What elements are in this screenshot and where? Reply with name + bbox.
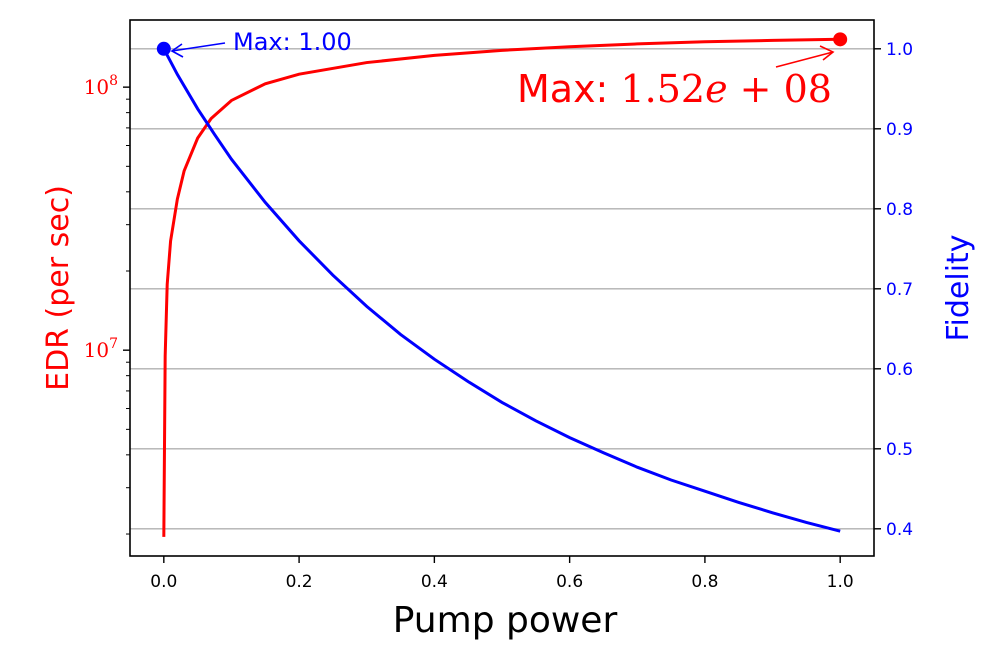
- edr-max-marker: [833, 32, 848, 47]
- right-tick-label: 0.6: [886, 360, 913, 380]
- right-tick-label: 0.8: [886, 200, 913, 220]
- right-axis-title: Fidelity: [941, 234, 976, 341]
- edr-max-op: +: [728, 67, 784, 111]
- edr-max-prefix: Max:: [517, 67, 620, 111]
- x-tick-label: 0.8: [691, 572, 718, 592]
- left-tick-exponent: 8: [109, 73, 118, 89]
- left-tick-exponent: 7: [109, 336, 118, 352]
- edr-max-value: 1.52: [620, 67, 705, 111]
- right-tick-label: 0.5: [886, 440, 913, 460]
- right-tick-label: 0.9: [886, 120, 913, 140]
- left-tick-base: 10: [84, 338, 109, 362]
- left-tick-label: 107: [84, 336, 118, 362]
- edr-max-exp: 08: [784, 67, 832, 111]
- right-tick-label: 1.0: [886, 40, 913, 60]
- x-tick-label: 0.4: [421, 572, 448, 592]
- left-tick-label: 108: [84, 73, 118, 99]
- fidelity-max-marker: [156, 41, 171, 56]
- right-tick-label: 0.7: [886, 280, 913, 300]
- edr-series-line: [162, 37, 841, 537]
- left-tick-base: 10: [84, 75, 109, 99]
- x-axis-title: Pump power: [393, 600, 618, 641]
- edr-max-var: e: [705, 67, 728, 111]
- right-tick-label: 0.4: [886, 520, 913, 540]
- fidelity-series-line: [162, 48, 841, 533]
- x-tick-label: 0.0: [150, 572, 177, 592]
- edr-max-arrow: [775, 45, 835, 68]
- x-axis-ticks: 0.0 0.2 0.4 0.6 0.8 1.0: [150, 556, 854, 592]
- x-tick-label: 1.0: [827, 572, 854, 592]
- edr-max-annotation: Max: 1.52e + 08: [517, 67, 832, 111]
- fidelity-max-arrow: [170, 42, 226, 58]
- x-tick-label: 0.6: [556, 572, 583, 592]
- right-axis-ticks: 0.4 0.5 0.6 0.7 0.8 0.9 1.0: [874, 40, 913, 540]
- x-tick-label: 0.2: [286, 572, 313, 592]
- fidelity-max-annotation: Max: 1.00: [233, 28, 352, 56]
- gridlines: [130, 48, 874, 530]
- left-axis-title: EDR (per sec): [41, 185, 76, 391]
- plot-frame: [129, 19, 875, 557]
